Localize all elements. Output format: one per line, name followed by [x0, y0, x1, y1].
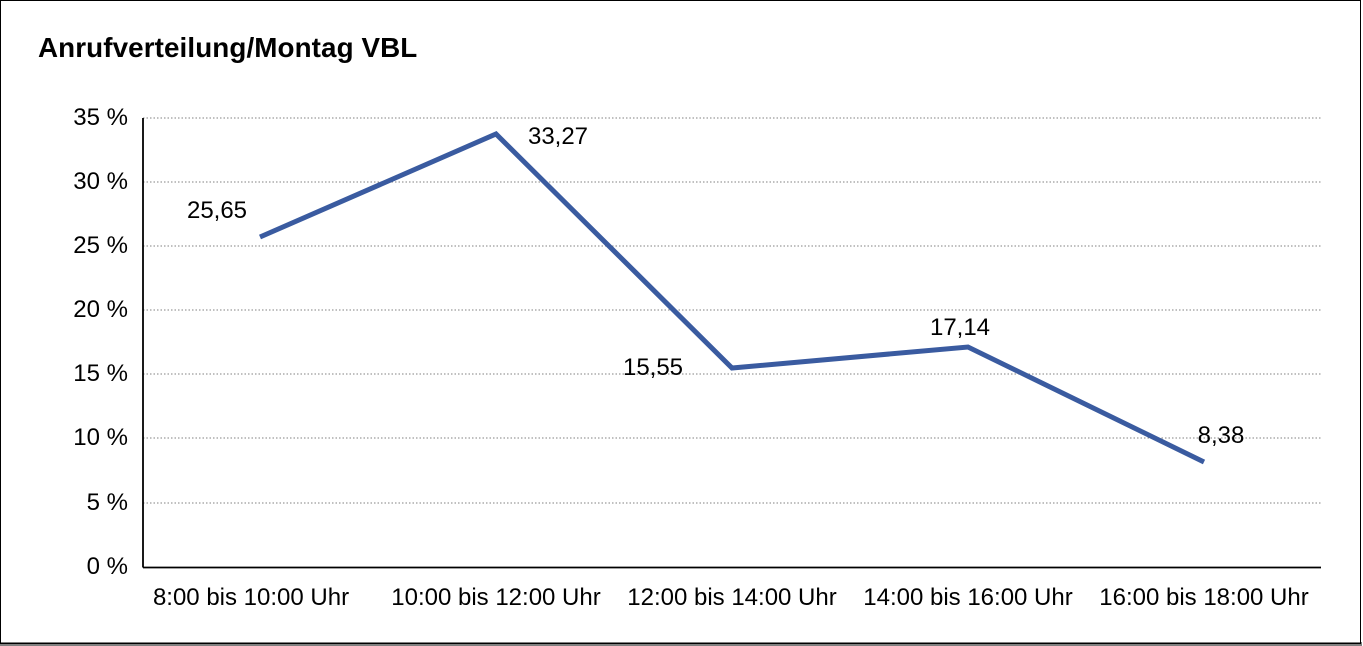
svg-text:8,38: 8,38 [1198, 422, 1245, 449]
svg-text:35 %: 35 % [73, 104, 128, 131]
svg-text:15 %: 15 % [73, 360, 128, 387]
svg-text:16:00 bis 18:00 Uhr: 16:00 bis 18:00 Uhr [1099, 584, 1308, 611]
svg-text:0 %: 0 % [87, 553, 128, 580]
svg-text:30 %: 30 % [73, 168, 128, 195]
svg-text:8:00 bis 10:00 Uhr: 8:00 bis 10:00 Uhr [153, 584, 349, 611]
svg-text:25 %: 25 % [73, 232, 128, 259]
svg-text:5 %: 5 % [87, 489, 128, 516]
svg-text:17,14: 17,14 [930, 314, 990, 341]
svg-text:14:00 bis 16:00 Uhr: 14:00 bis 16:00 Uhr [863, 584, 1072, 611]
svg-text:12:00 bis 14:00 Uhr: 12:00 bis 14:00 Uhr [627, 584, 836, 611]
svg-text:20 %: 20 % [73, 296, 128, 323]
svg-text:33,27: 33,27 [528, 123, 588, 150]
svg-text:25,65: 25,65 [187, 197, 247, 224]
svg-text:10 %: 10 % [73, 424, 128, 451]
svg-text:15,55: 15,55 [623, 354, 683, 381]
svg-text:10:00 bis 12:00 Uhr: 10:00 bis 12:00 Uhr [391, 584, 600, 611]
